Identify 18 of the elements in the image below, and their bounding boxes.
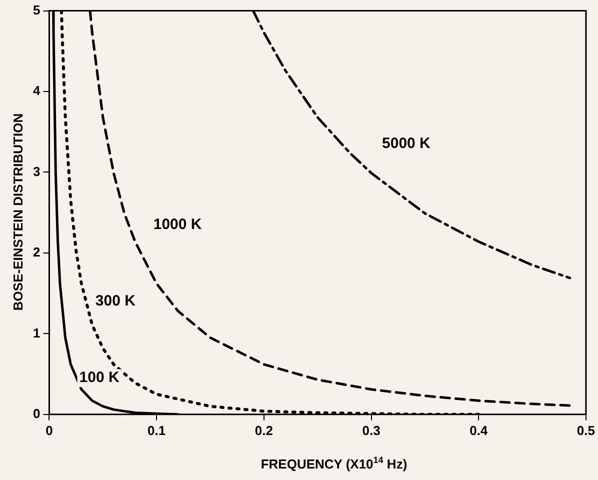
y-axis-title: BOSE-EINSTEIN DISTRIBUTION (10, 113, 26, 311)
series-label: 300 K (95, 292, 136, 310)
series-label: 5000 K (382, 135, 431, 152)
series-label: 1000 K (153, 216, 202, 233)
y-tick-label: 2 (32, 244, 40, 260)
x-tick-label: 0.3 (362, 422, 380, 438)
series-label: 100 K (79, 369, 120, 386)
y-tick-label: 0 (32, 406, 40, 421)
x-axis-title: FREQUENCY (X10$^{14}$ Hz) (260, 455, 408, 472)
y-tick-label: 4 (32, 83, 41, 98)
x-tick-label: 0.4 (470, 422, 488, 438)
y-tick-label: 3 (32, 164, 40, 179)
y-tick-label: 1 (32, 325, 40, 340)
x-tick-label: 0.5 (576, 422, 596, 438)
x-tick-label: 0.1 (148, 422, 166, 438)
x-tick-label: 0 (46, 422, 53, 438)
y-tick-label: 5 (32, 2, 40, 18)
x-tick-label: 0.2 (254, 422, 273, 438)
